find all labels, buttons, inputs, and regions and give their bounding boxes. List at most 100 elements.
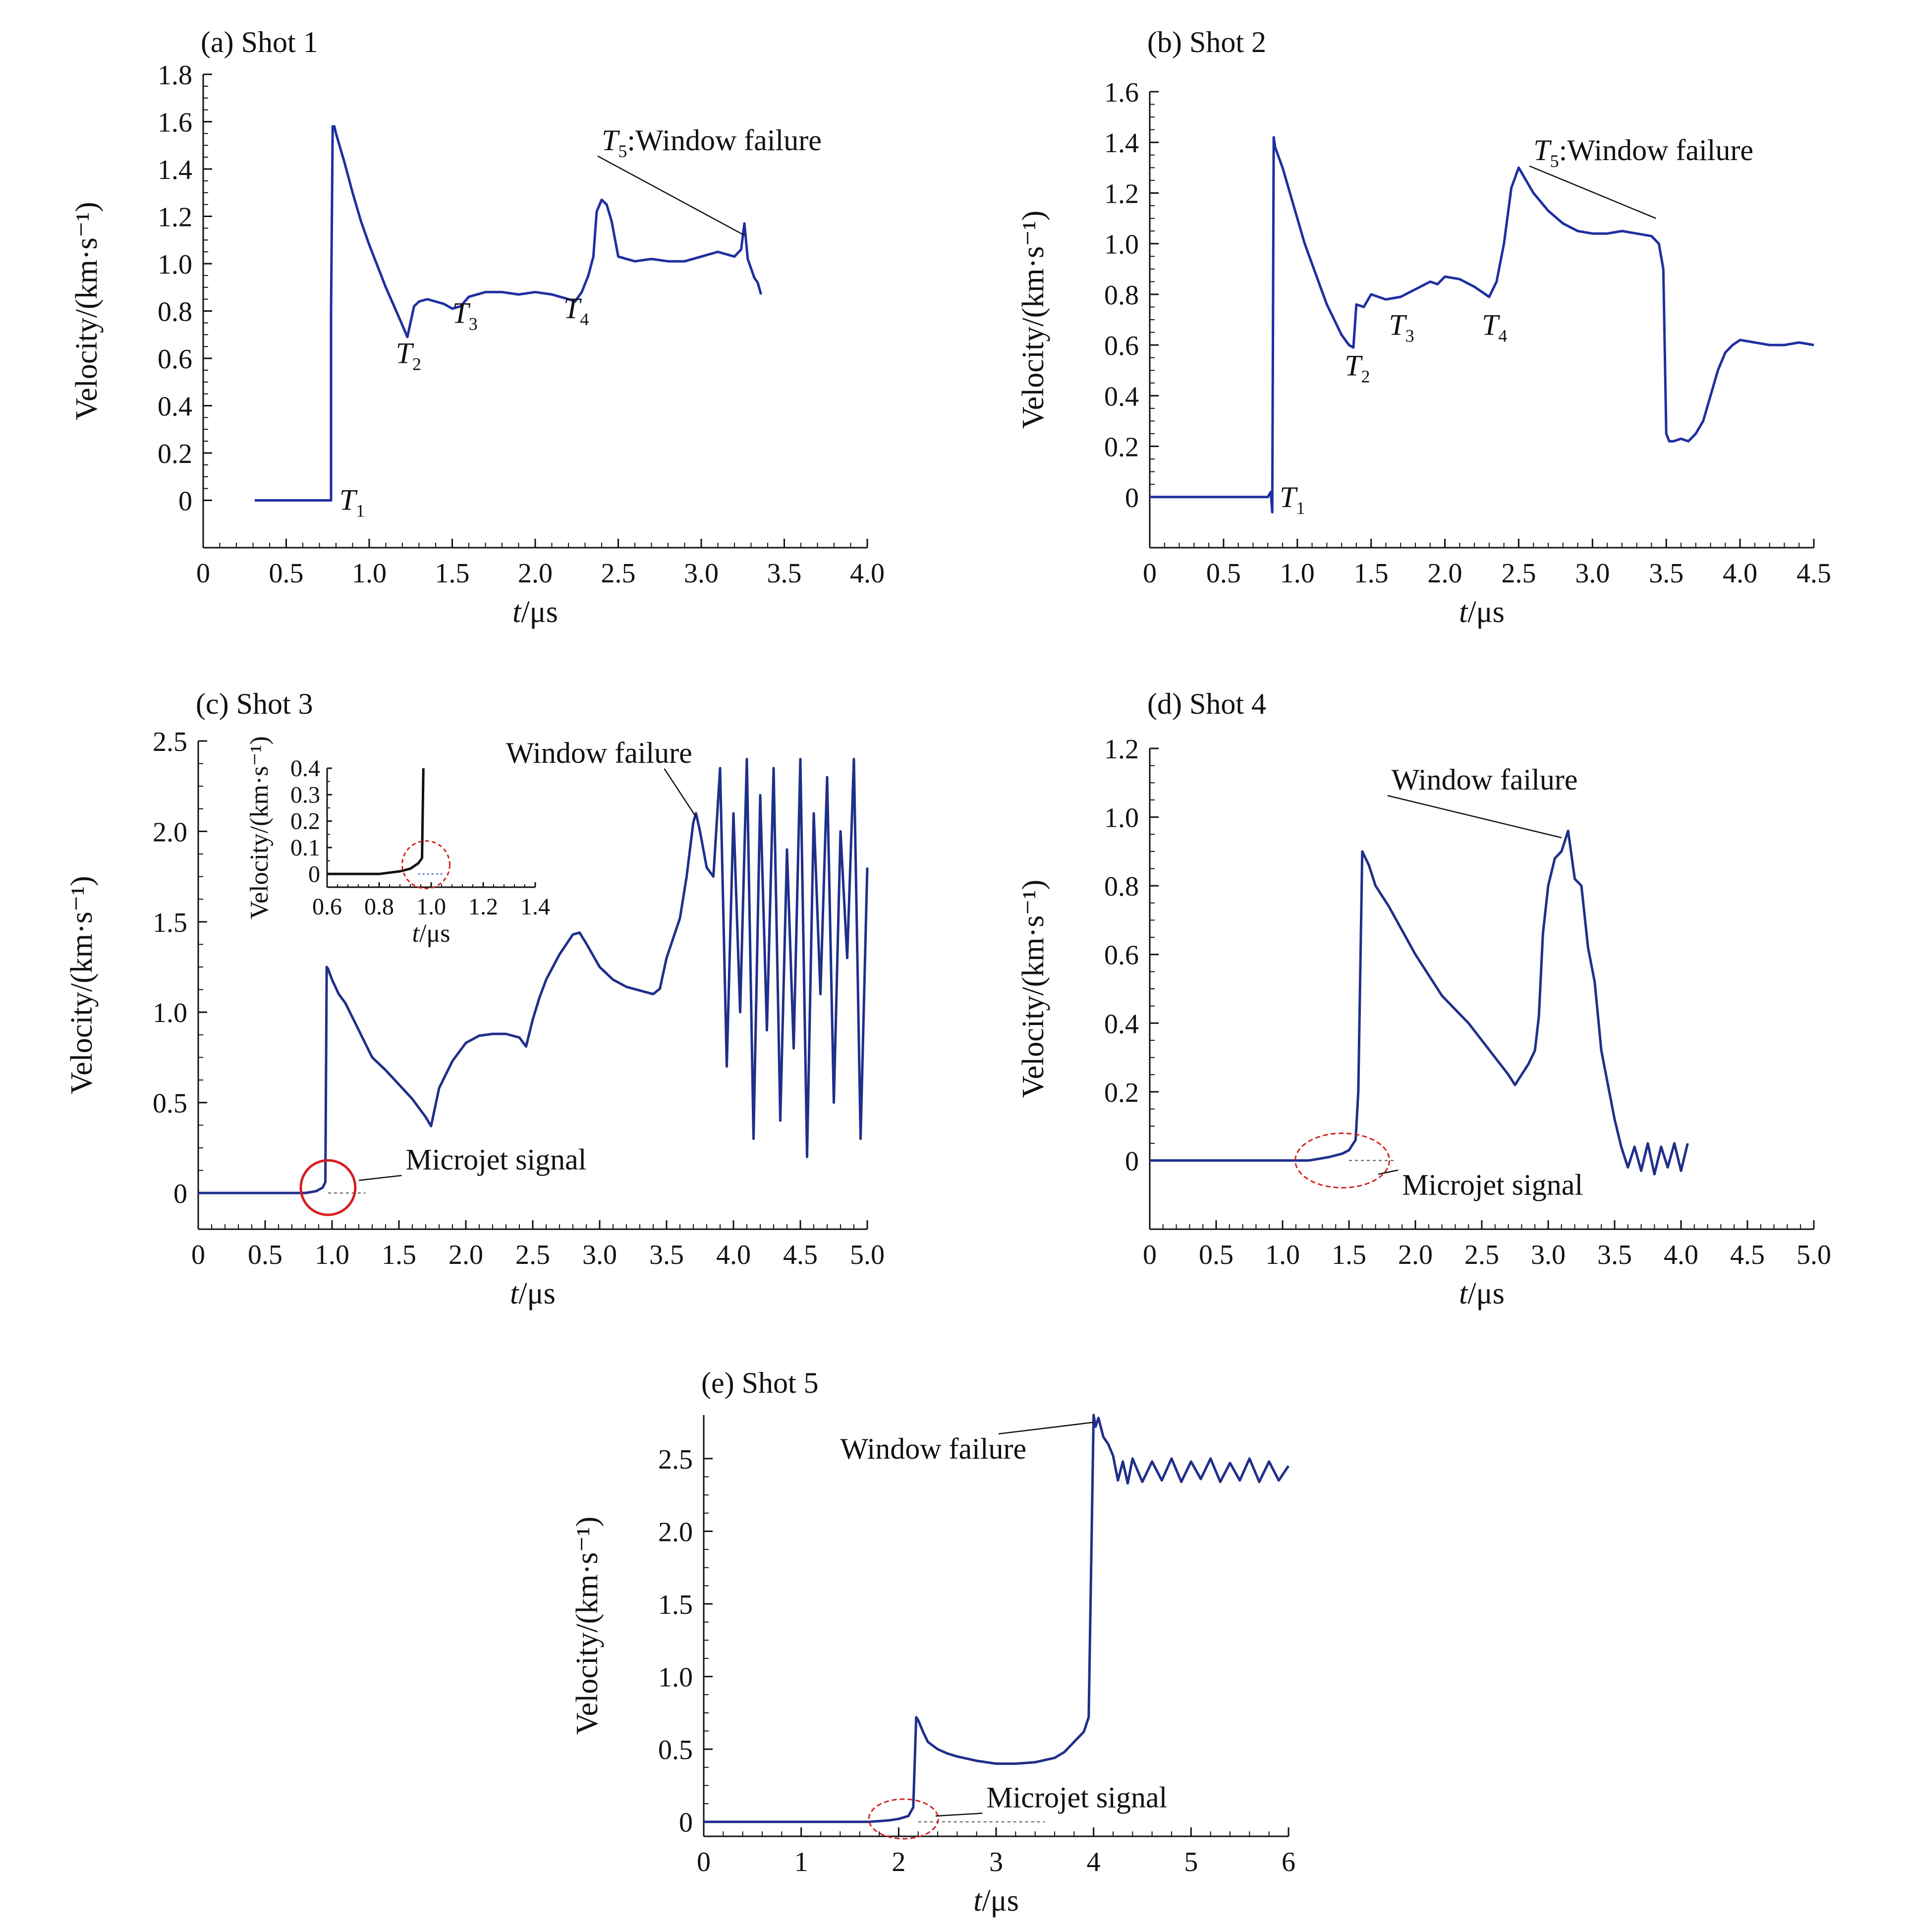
y-tick-label: 0.2: [1104, 432, 1139, 463]
microjet-highlight-ellipse: [299, 1159, 357, 1216]
x-axis-title: t/μs: [1459, 1277, 1505, 1310]
y-tick-label: 0.2: [1104, 1078, 1139, 1108]
y-tick-label: 0: [1125, 1146, 1139, 1177]
x-tick-label: 1.0: [1280, 558, 1315, 589]
x-tick-label: 2.0: [1398, 1240, 1433, 1270]
panel-title: (a) Shot 1: [201, 26, 318, 58]
annotation-label: Microjet signal: [406, 1143, 587, 1176]
panel-title: (d) Shot 4: [1147, 687, 1266, 720]
x-tick-label: 6: [1282, 1847, 1295, 1877]
annotation-label: T5:Window failure: [1533, 134, 1753, 171]
x-tick-label: 1.5: [435, 558, 470, 589]
y-tick-label: 0.6: [1104, 940, 1139, 971]
y-tick-label: 2.5: [153, 727, 187, 757]
x-tick-label: 0: [191, 1240, 205, 1270]
annotation-leader: [358, 1175, 402, 1181]
y-tick-label: 1.0: [153, 998, 187, 1028]
y-tick-label: 0.8: [1104, 280, 1139, 311]
annotation-leader: [1378, 1169, 1399, 1175]
y-tick-label: 1.4: [1104, 128, 1139, 159]
microjet-highlight-ellipse: [1294, 1132, 1391, 1189]
y-tick-label: 1.2: [1104, 734, 1139, 765]
x-tick-label: 0.8: [364, 894, 394, 920]
x-tick-label: 1: [794, 1847, 808, 1877]
inset-microjet-highlight-ellipse: [401, 840, 450, 890]
annotation-label: T4: [563, 292, 589, 329]
annotation-leader: [1529, 165, 1656, 219]
x-tick-label: 1.0: [1265, 1240, 1300, 1270]
x-tick-label: 4.0: [716, 1240, 751, 1270]
y-tick-label: 0.6: [158, 344, 192, 375]
y-tick-label: 1.8: [158, 60, 192, 91]
x-tick-label: 2.5: [1501, 558, 1536, 589]
annotation-label: Microjet signal: [1402, 1169, 1583, 1201]
x-tick-label: 0: [196, 558, 210, 589]
x-tick-label: 4.5: [783, 1240, 818, 1270]
y-tick-label: 0.1: [290, 835, 320, 861]
annotation-label: Window failure: [840, 1432, 1026, 1465]
x-axis-title: t/μs: [412, 919, 450, 948]
x-axis-title: t/μs: [512, 595, 558, 629]
annotation-label: T1: [1280, 481, 1305, 518]
x-tick-label: 5.0: [1796, 1240, 1831, 1270]
annotation-label: T1: [339, 484, 365, 521]
x-tick-label: 2.5: [515, 1240, 550, 1270]
y-tick-label: 0: [679, 1808, 693, 1838]
x-tick-label: 5.0: [850, 1240, 885, 1270]
y-axis-title: Velocity/(km·s⁻¹): [65, 876, 99, 1094]
y-tick-label: 1.2: [1104, 178, 1139, 209]
x-tick-label: 4.0: [1723, 558, 1757, 589]
y-tick-label: 0.4: [1104, 381, 1139, 412]
x-tick-label: 0.5: [248, 1240, 282, 1270]
x-axis-title: t/μs: [973, 1884, 1019, 1918]
annotation-label: T2: [396, 337, 421, 374]
x-tick-label: 4.5: [1730, 1240, 1765, 1270]
y-axis-title: Velocity/(km·s⁻¹): [245, 736, 274, 919]
velocity-curve: [1150, 136, 1814, 513]
y-tick-label: 0.4: [1104, 1009, 1139, 1039]
panel-title: (c) Shot 3: [196, 687, 313, 720]
y-tick-label: 0: [178, 486, 192, 517]
x-tick-label: 2.0: [1428, 558, 1462, 589]
x-tick-label: 1.2: [468, 894, 498, 920]
y-tick-label: 1.5: [153, 908, 187, 938]
x-tick-label: 1.0: [315, 1240, 349, 1270]
y-tick-label: 0.5: [658, 1735, 693, 1765]
x-tick-label: 0.5: [1199, 1240, 1234, 1270]
y-tick-label: 1.5: [658, 1590, 693, 1620]
velocity-curve: [704, 1414, 1290, 1823]
x-tick-label: 0: [1143, 558, 1157, 589]
y-tick-label: 1.2: [158, 202, 192, 233]
x-tick-label: 1.5: [382, 1240, 416, 1270]
y-tick-label: 1.0: [158, 249, 192, 280]
annotation-label: T2: [1345, 349, 1370, 386]
x-axis-title: t/μs: [1459, 595, 1505, 629]
x-tick-label: 1.0: [416, 894, 446, 920]
y-tick-label: 0: [173, 1179, 187, 1209]
y-tick-label: 1.6: [158, 108, 192, 138]
y-tick-label: 0: [308, 861, 320, 887]
x-tick-label: 2.5: [1464, 1240, 1499, 1270]
y-tick-label: 1.0: [658, 1662, 693, 1693]
annotation-leader: [998, 1421, 1094, 1435]
x-tick-label: 0.6: [312, 894, 342, 920]
y-tick-label: 0.4: [290, 755, 320, 782]
x-tick-label: 2.0: [518, 558, 553, 589]
annotation-label: T3: [1389, 309, 1414, 346]
annotation-leader: [664, 768, 697, 817]
annotation-label: T5:Window failure: [602, 124, 822, 161]
x-tick-label: 0: [697, 1847, 711, 1877]
x-tick-label: 0.5: [1206, 558, 1241, 589]
y-axis-title: Velocity/(km·s⁻¹): [570, 1517, 604, 1735]
y-tick-label: 1.6: [1104, 77, 1139, 108]
y-tick-label: 0.8: [158, 297, 192, 328]
x-tick-label: 4: [1087, 1847, 1101, 1877]
velocity-curve: [1150, 829, 1689, 1176]
annotation-leader: [935, 1813, 983, 1817]
annotation-label: Microjet signal: [986, 1781, 1167, 1814]
x-tick-label: 0: [1143, 1240, 1157, 1270]
velocity-curve: [198, 758, 869, 1194]
x-tick-label: 2: [892, 1847, 905, 1877]
x-tick-label: 0.5: [269, 558, 304, 589]
